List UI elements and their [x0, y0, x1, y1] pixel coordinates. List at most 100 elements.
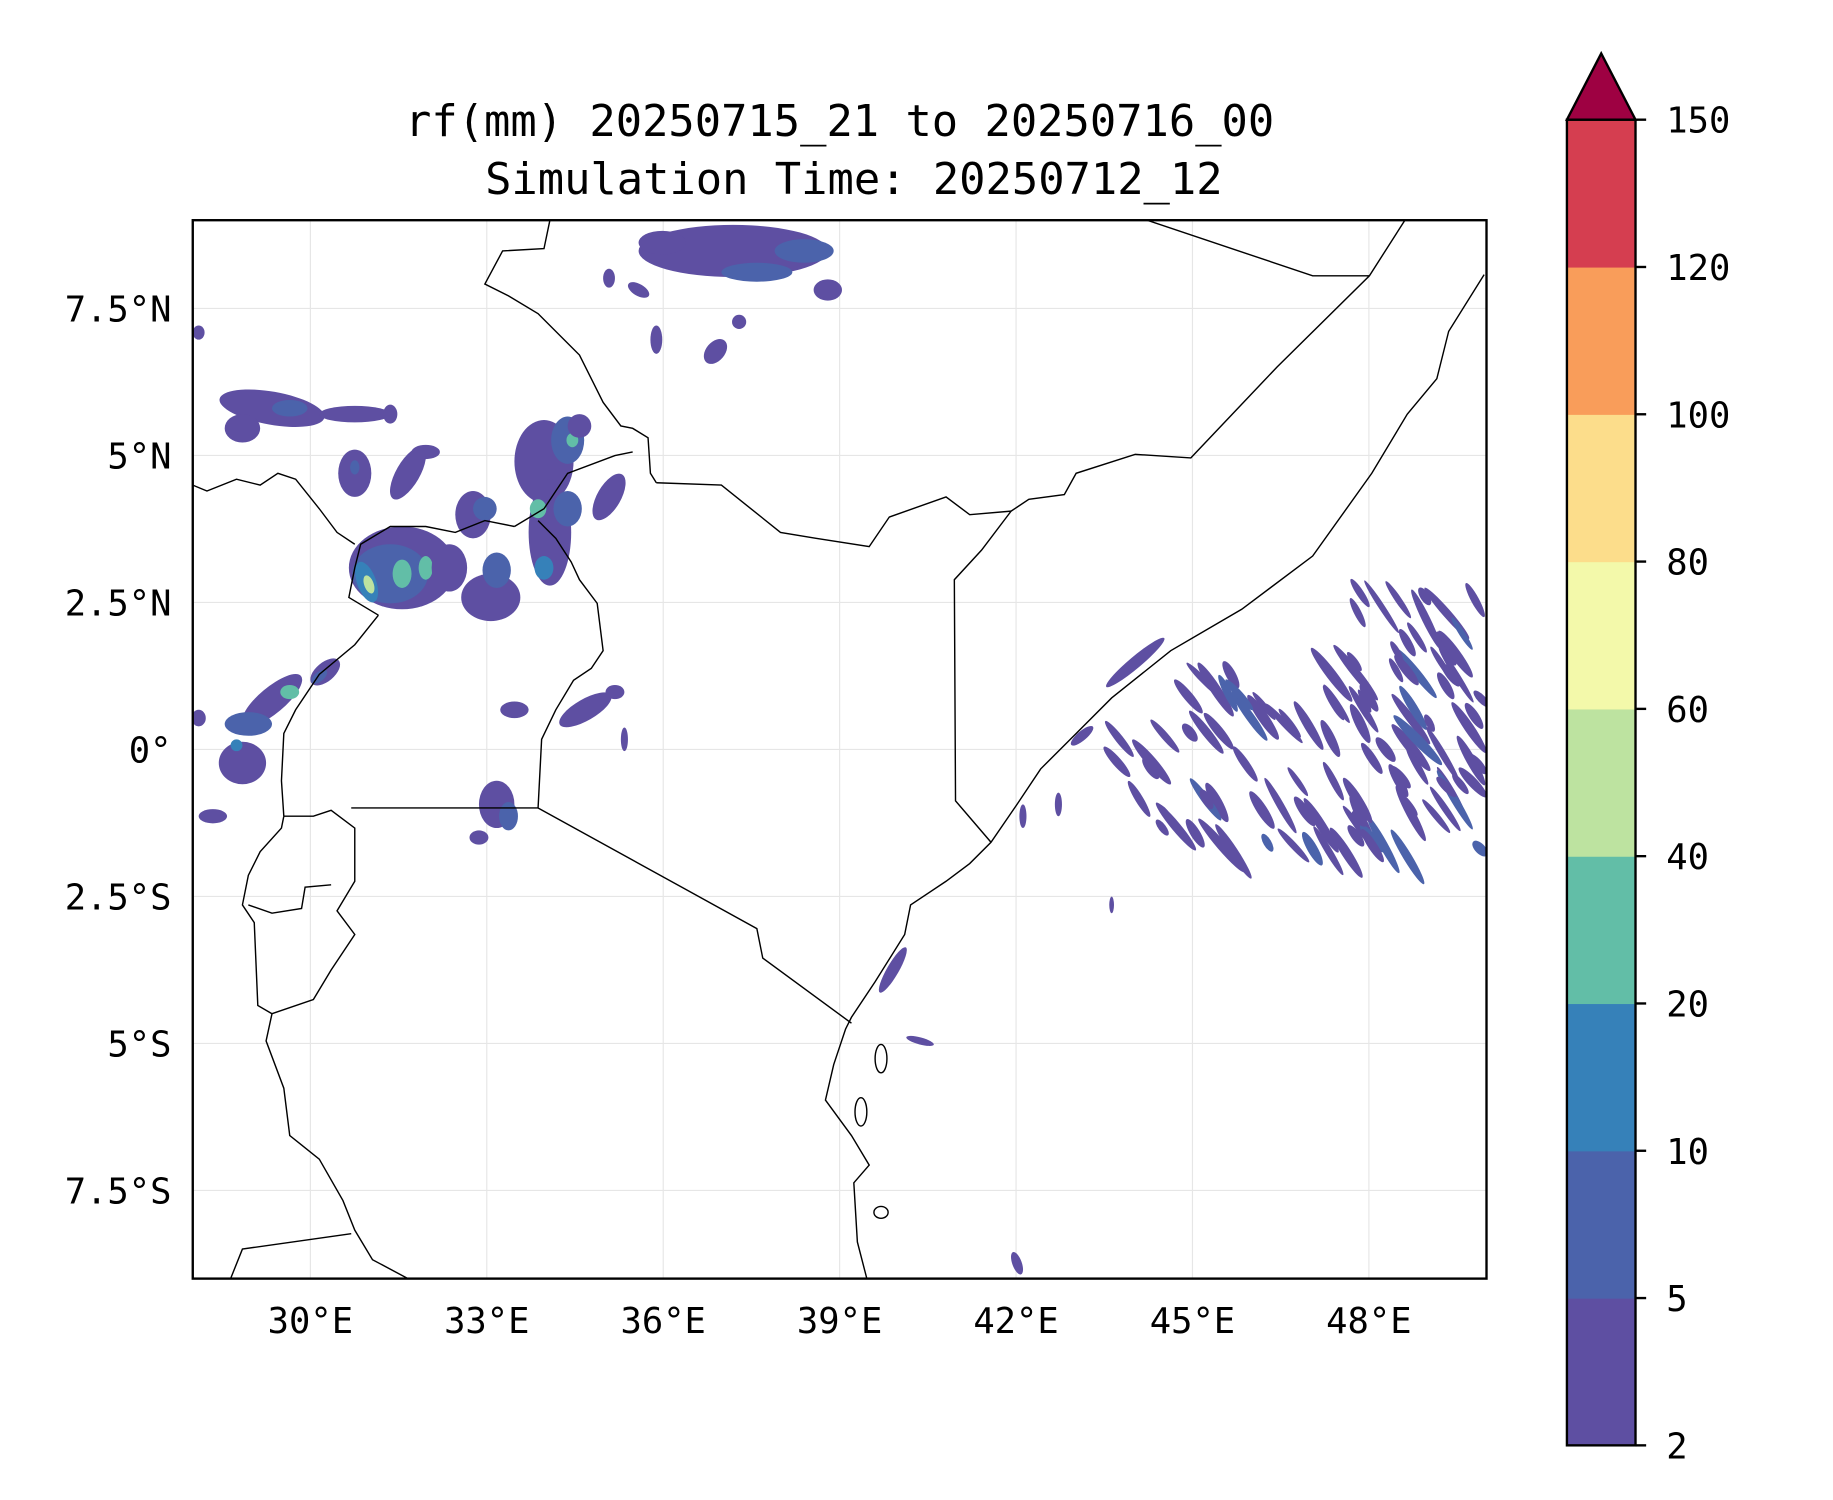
rain-cell [703, 339, 728, 364]
rain-streak [1426, 726, 1460, 782]
rain-streak [1436, 776, 1457, 798]
rain-cell [383, 404, 398, 424]
rain-streak [1359, 684, 1379, 712]
rain-streak [1411, 589, 1442, 650]
rain-cell [620, 727, 628, 752]
rain-cell [363, 575, 375, 594]
y-tick-label: 7.5°S [65, 1171, 172, 1212]
rain-cell [638, 230, 686, 255]
colorbar-tick-label: 120 [1666, 248, 1730, 289]
ilemi-border [514, 451, 633, 528]
rain-cell [605, 684, 625, 700]
rain-streak [1158, 804, 1172, 820]
rain-cell [431, 544, 468, 592]
rain-streak [1293, 701, 1324, 750]
rain-streak [1249, 791, 1275, 829]
rain-cell [473, 496, 497, 521]
colorbar: 2 5 10 20 40 60 80 100 120 150 [1564, 50, 1730, 1467]
rain-streak [1186, 662, 1220, 697]
rain-streak [1452, 773, 1469, 795]
rain-streak [1375, 737, 1396, 762]
rain-cell [319, 405, 391, 423]
rain-streak [1310, 647, 1353, 702]
rain-cell [224, 414, 261, 443]
x-tick-label: 42°E [973, 1301, 1058, 1342]
rain-streak [1293, 796, 1316, 827]
rain-streak [1367, 816, 1400, 874]
x-tick-label: 39°E [797, 1301, 882, 1342]
rain-streak [1127, 780, 1151, 817]
rain-streak [1464, 702, 1484, 729]
rain-streak [1441, 663, 1460, 687]
rain-streak [1103, 746, 1131, 778]
rain-streak [1232, 746, 1258, 782]
rain-streak [1390, 829, 1425, 885]
colorbar-tick-label: 80 [1666, 543, 1709, 584]
x-tick-label: 48°E [1326, 1301, 1411, 1342]
colorbar-tick-label: 100 [1666, 395, 1730, 436]
x-tick-label: 36°E [621, 1301, 706, 1342]
rain-cell [529, 499, 547, 519]
colorbar-tick-label: 2 [1666, 1426, 1687, 1467]
rain-streak [1399, 685, 1428, 730]
y-tick-label: 2.5°S [65, 877, 172, 918]
lake-tanganyika [248, 884, 332, 914]
rain-cell [469, 830, 489, 845]
rain-streak [1277, 828, 1310, 863]
rain-streak [1385, 581, 1412, 619]
rain-streak [1181, 723, 1198, 742]
rain-cell [461, 573, 521, 622]
rain-streak [1222, 661, 1240, 689]
kenya-somalia-border [953, 510, 1012, 843]
rain-streak [1438, 647, 1474, 703]
rain-cell [192, 709, 206, 727]
rain-streak [1342, 777, 1373, 823]
colorbar-tick-label: 10 [1666, 1132, 1709, 1173]
rain-streak [1247, 694, 1280, 740]
rain-cell [1054, 792, 1062, 817]
colorbar-tick-label: 5 [1666, 1279, 1687, 1320]
rain-streak [1451, 617, 1473, 650]
rain-cell [774, 239, 834, 263]
rain-streak [1203, 712, 1234, 750]
zambia-border [229, 1232, 352, 1279]
rain-cell [1070, 725, 1094, 746]
rain-cell [553, 491, 582, 527]
rain-streak [1451, 702, 1487, 754]
rain-streak [1364, 580, 1400, 634]
kenya-ethiopia-border [656, 482, 1012, 548]
rain-streak [1150, 719, 1180, 753]
rain-cell [1019, 804, 1027, 829]
rain-streak [1360, 742, 1383, 774]
rain-streak [1188, 710, 1224, 754]
rain-cell [418, 556, 433, 580]
rain-cell [721, 262, 793, 282]
rain-streak [1393, 715, 1443, 766]
rain-streak [1350, 578, 1370, 608]
rain-streak [1394, 654, 1419, 686]
rain-streak [1104, 720, 1134, 757]
colorbar-segment [1566, 1150, 1636, 1299]
uganda-kenya-border [537, 520, 604, 808]
rain-streak [1346, 651, 1362, 672]
rain-streak [1320, 719, 1341, 758]
rain-cell [499, 802, 518, 831]
rain-cell [230, 739, 243, 752]
rain-cell [1109, 896, 1114, 914]
rain-cell [592, 473, 626, 521]
rain-streak [1436, 672, 1455, 700]
somaliland-border [1146, 220, 1370, 277]
colorbar-frame [1565, 118, 1637, 1447]
rain-cell [350, 460, 360, 475]
rain-cell [218, 741, 267, 785]
colorbar-segment [1566, 1003, 1636, 1152]
rain-streak [1398, 628, 1416, 657]
rain-cell [500, 701, 529, 719]
rain-streak [1199, 789, 1214, 810]
colorbar-extend-triangle [1564, 50, 1638, 121]
rain-streak [1465, 583, 1485, 618]
rain-streak [1322, 761, 1344, 801]
y-tick-label: 7.5°N [65, 289, 172, 330]
rain-streak [1301, 831, 1323, 866]
